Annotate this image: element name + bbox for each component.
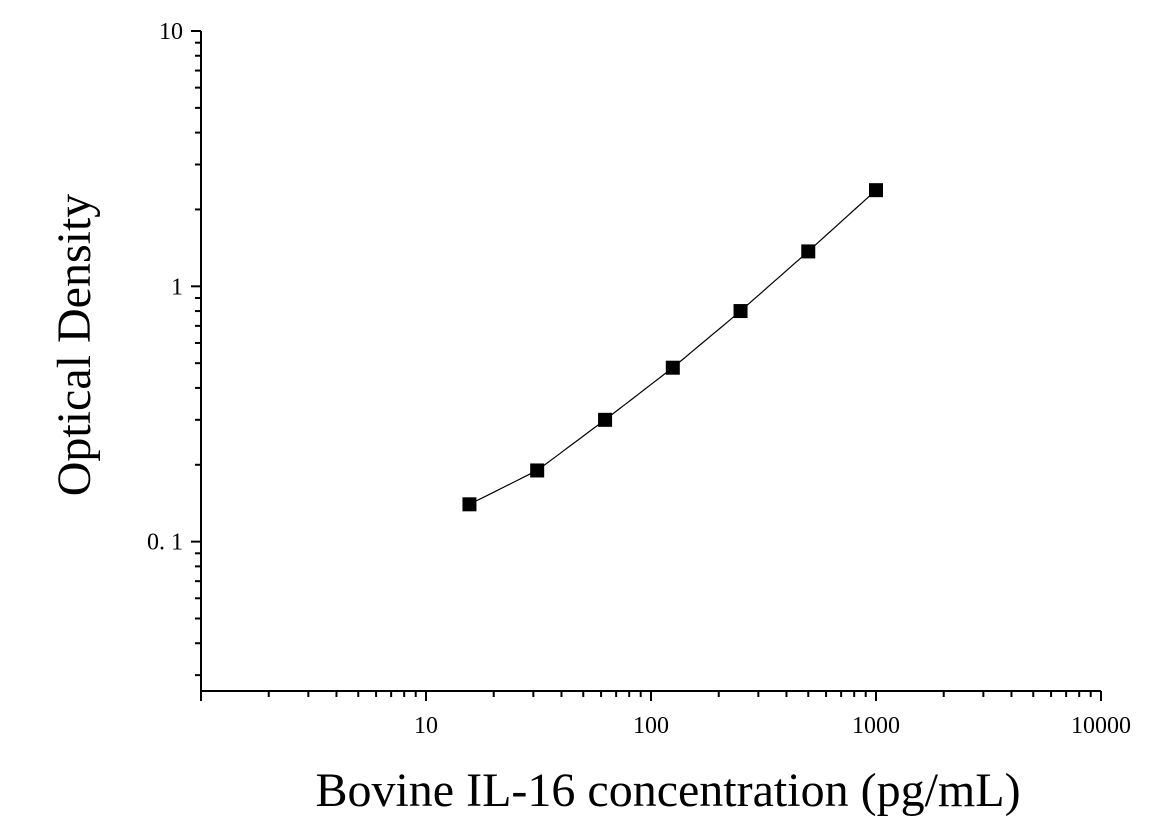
data-point (733, 304, 748, 319)
y-tick-label: 1 (171, 274, 183, 300)
y-tick-label: 0. 1 (147, 530, 183, 556)
y-axis-title: Optical Density (48, 194, 101, 497)
data-point (665, 360, 680, 375)
data-point (462, 497, 477, 512)
data-point (869, 183, 883, 198)
x-tick-label: 100 (633, 713, 669, 739)
fit-curve (469, 189, 877, 505)
data-point (530, 463, 545, 478)
x-tick-label: 10 (414, 713, 438, 739)
data-point (598, 412, 613, 427)
y-tick-label: 10 (159, 19, 183, 45)
data-point (801, 244, 816, 259)
x-tick-label: 10000 (1071, 713, 1131, 739)
x-axis-title: Bovine IL-16 concentration (pg/mL) (315, 764, 1020, 817)
x-tick-label: 1000 (852, 713, 900, 739)
plot-area: 10 100 1000 10000 10 1 0. 1 (147, 19, 1131, 739)
